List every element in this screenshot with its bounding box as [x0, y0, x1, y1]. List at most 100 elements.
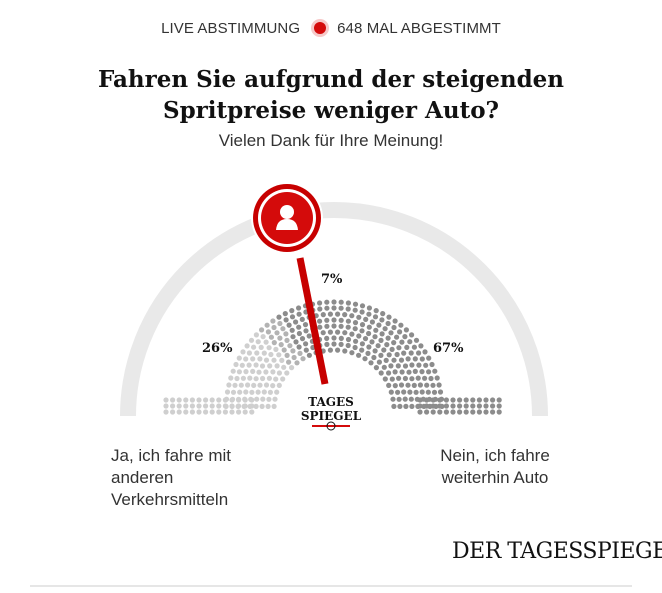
seat-dot: [403, 327, 409, 333]
seat-dot: [378, 352, 384, 358]
seat-dot: [483, 397, 489, 403]
seat-dot: [224, 389, 231, 395]
seat-dot: [255, 339, 261, 345]
seat-dot: [229, 397, 235, 403]
seat-dot: [450, 397, 456, 403]
seat-dot: [327, 311, 333, 317]
seat-dot: [443, 409, 449, 415]
seat-dot: [244, 343, 250, 349]
seat-dot: [284, 370, 290, 376]
seat-dot: [267, 389, 273, 395]
seat-dot: [425, 389, 431, 395]
seat-dot: [352, 320, 359, 326]
seat-dot: [371, 354, 377, 361]
seat-dot: [253, 376, 259, 382]
seat-dot: [476, 409, 482, 415]
seat-dot: [373, 365, 379, 371]
answer-option-ja[interactable]: Ja, ich fahre mit anderen Verkehrsmittel…: [111, 446, 231, 509]
seat-dot: [290, 334, 296, 340]
seat-dot: [203, 409, 209, 415]
seat-dot: [242, 409, 248, 415]
seat-dot: [289, 314, 296, 320]
seat-dot: [338, 335, 344, 341]
seat-dot: [248, 337, 255, 343]
seat-dot: [408, 396, 414, 402]
seat-dot: [249, 389, 255, 395]
seat-dot: [424, 397, 430, 403]
seat-dot: [265, 403, 271, 409]
seat-dot: [476, 397, 482, 403]
seat-dot: [303, 347, 309, 353]
seat-dot: [189, 397, 195, 403]
seat-dot: [353, 338, 359, 344]
gauge-arc: [120, 202, 548, 417]
seat-dot: [320, 312, 326, 318]
seat-dot: [409, 376, 415, 382]
seat-dot: [320, 330, 326, 336]
seat-dot: [259, 403, 265, 409]
seat-dot: [457, 403, 463, 409]
seat-dot: [303, 341, 309, 347]
seat-dot: [331, 299, 337, 305]
seat-dot: [368, 360, 374, 366]
seat-dot: [352, 301, 359, 307]
seat-dot: [209, 409, 215, 415]
seat-dot: [359, 328, 365, 334]
seat-dot: [335, 329, 341, 335]
seat-dot: [170, 403, 176, 409]
seat-dot: [362, 336, 369, 342]
seat-dot: [276, 370, 282, 376]
seat-dot: [356, 352, 362, 358]
seat-dot: [249, 397, 255, 403]
seat-dot: [403, 403, 409, 409]
seat-dot: [365, 350, 371, 356]
seat-dot: [373, 308, 379, 314]
seat-dot: [349, 350, 355, 356]
seat-dot: [419, 356, 425, 362]
seat-dot: [388, 330, 394, 336]
seat-dot: [216, 409, 222, 415]
seat-dot: [405, 356, 411, 362]
seat-dot: [335, 311, 341, 317]
seat-dot: [345, 336, 352, 343]
seat-dot: [236, 403, 242, 409]
seat-dot: [352, 326, 358, 332]
seat-dot: [226, 382, 232, 388]
percent-option-middle: 7%: [321, 272, 343, 287]
seat-dot: [297, 350, 303, 356]
seat-dot: [317, 306, 323, 312]
seat-dot: [266, 345, 272, 351]
seat-dot: [324, 335, 330, 341]
seat-dot: [392, 383, 398, 389]
answer-option-nein[interactable]: Nein, ich fahre weiterhin Auto: [440, 446, 550, 487]
seat-dot: [257, 382, 263, 388]
seat-dot: [324, 323, 330, 329]
seat-dot: [428, 375, 434, 382]
seat-dot: [391, 340, 397, 346]
seat-dot: [376, 322, 382, 328]
seat-dot: [359, 341, 365, 347]
seat-dot: [270, 318, 276, 324]
seat-dot: [496, 397, 502, 403]
seat-dot: [406, 369, 412, 375]
seat-dot: [430, 382, 436, 388]
seat-dot: [437, 389, 444, 395]
footer-divider: [30, 585, 632, 587]
seat-dot: [392, 369, 398, 375]
seat-dot: [243, 369, 249, 375]
seat-dot: [283, 317, 289, 323]
seat-dot: [345, 324, 351, 330]
seat-dot: [402, 396, 408, 402]
seat-dot: [399, 369, 405, 375]
seat-dot: [271, 403, 277, 409]
seat-dot: [359, 322, 366, 328]
seat-dot: [327, 347, 333, 353]
seat-dot: [396, 345, 402, 351]
seat-dot: [243, 389, 249, 395]
seat-dot: [372, 334, 378, 340]
seat-dot: [411, 382, 417, 388]
seat-dot: [266, 375, 272, 381]
seat-dot: [430, 409, 436, 415]
seat-dot: [417, 409, 423, 415]
seat-dot: [278, 342, 284, 348]
